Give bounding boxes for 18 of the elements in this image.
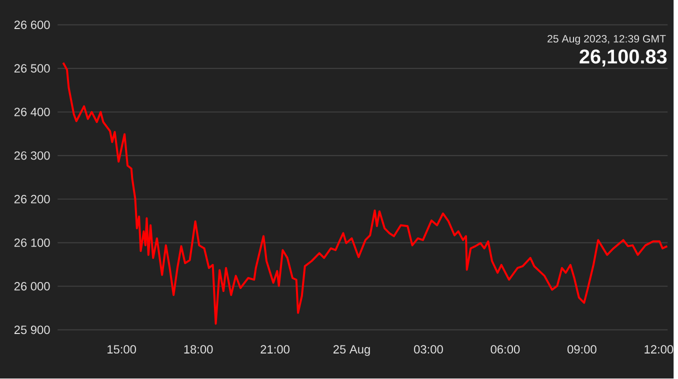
x-tick-label: 06:00 <box>490 345 520 354</box>
x-tick-label: 09:00 <box>567 345 596 354</box>
y-tick-label: 26 100 <box>14 238 50 248</box>
y-tick-label: 26 500 <box>14 64 50 73</box>
y-tick-label: 25 900 <box>14 326 50 334</box>
y-tick-label: 26 400 <box>14 108 50 116</box>
x-tick-label: 15:00 <box>108 345 136 354</box>
y-tick-label: 26 600 <box>14 20 50 30</box>
x-tick-label: 25 Aug <box>333 345 370 356</box>
x-tick-label: 03:00 <box>414 345 443 354</box>
y-tick-label: 26 000 <box>14 282 50 291</box>
annotation: 25 Aug 2023, 12:39 GMT <box>548 35 666 45</box>
x-tick-label: 21:00 <box>260 345 290 354</box>
y-tick-label: 26 200 <box>14 195 50 204</box>
annotation: 26,100.83 <box>580 50 667 67</box>
y-tick-label: 26 300 <box>14 152 50 160</box>
x-tick-label: 12:00 <box>644 345 674 354</box>
x-tick-label: 18:00 <box>184 345 213 354</box>
